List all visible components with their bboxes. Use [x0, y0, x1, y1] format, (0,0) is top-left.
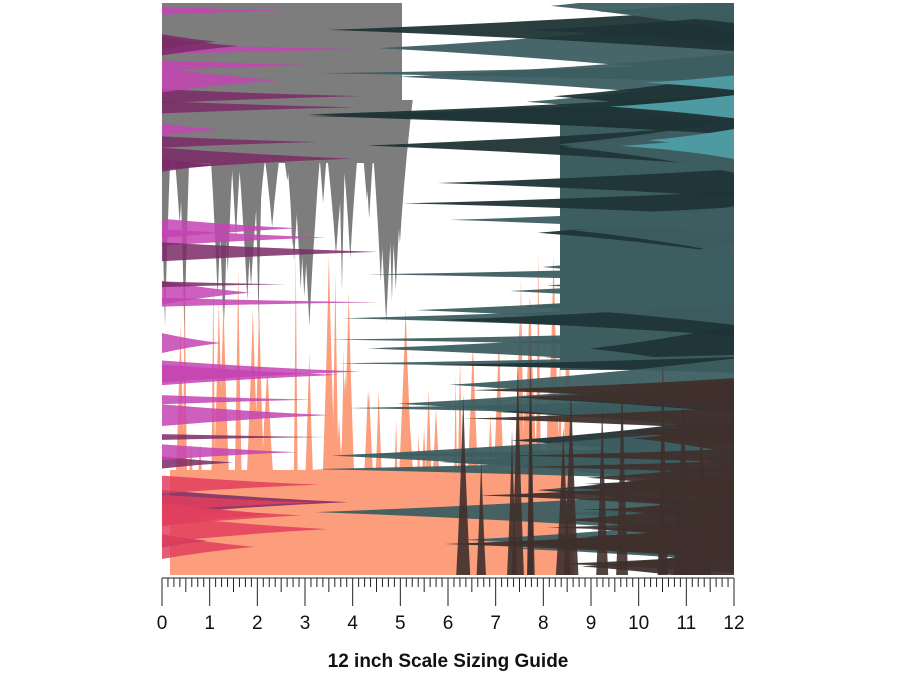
spike [241, 309, 264, 575]
spike [162, 6, 284, 15]
spike [162, 242, 378, 262]
ruler-label: 4 [347, 613, 358, 634]
spike [542, 244, 734, 290]
spike [318, 255, 339, 575]
spike [162, 147, 352, 170]
spike [162, 281, 287, 288]
spike [162, 280, 250, 305]
ruler-label: 5 [395, 613, 406, 634]
spike [162, 534, 254, 559]
spike [403, 191, 734, 216]
ruler-label: 11 [676, 613, 696, 634]
spike [609, 95, 734, 119]
spike [393, 307, 418, 575]
spike [598, 3, 734, 23]
ruler-label: 8 [538, 613, 549, 634]
spike [658, 423, 665, 575]
spike [638, 381, 734, 394]
spike [507, 429, 517, 575]
spike [437, 169, 734, 197]
spike [456, 394, 471, 575]
spike [476, 456, 486, 575]
spike [297, 100, 329, 203]
pattern [162, 3, 734, 575]
spike [162, 360, 361, 383]
spike [162, 297, 380, 307]
ruler-label: 6 [443, 613, 454, 634]
ruler-label: 1 [204, 613, 215, 634]
spike [691, 423, 712, 575]
spike [162, 34, 217, 50]
spike [162, 404, 329, 426]
spike [337, 100, 363, 259]
spike [162, 516, 328, 543]
spike [162, 395, 312, 405]
spike [162, 136, 318, 148]
ruler-label: 10 [628, 613, 649, 634]
spike [357, 391, 379, 575]
spike [415, 427, 433, 575]
spike [527, 337, 534, 575]
spike [555, 427, 571, 575]
spike [297, 470, 318, 575]
spike [319, 64, 734, 83]
ruler-label: 7 [490, 613, 501, 634]
spike [162, 456, 234, 469]
spike [673, 399, 693, 575]
spike [162, 123, 222, 136]
spike [596, 405, 609, 575]
spike [669, 141, 734, 159]
spike [525, 287, 734, 325]
ruler-label: 9 [586, 613, 597, 634]
ruler-label: 0 [157, 613, 168, 634]
caption: 12 inch Scale Sizing Guide [328, 651, 569, 672]
spike [338, 348, 349, 575]
spike [645, 75, 734, 91]
spike [292, 251, 299, 575]
spike [271, 100, 303, 181]
spike [162, 434, 328, 440]
spike [162, 333, 221, 354]
spike [162, 505, 302, 526]
ruler-label: 12 [723, 613, 744, 634]
spike [162, 475, 320, 494]
spike [162, 101, 356, 114]
spike [162, 60, 319, 70]
spike [307, 94, 734, 135]
spike [162, 444, 298, 460]
spike [162, 68, 279, 93]
ruler-label: 2 [252, 613, 263, 634]
spike [162, 494, 316, 511]
spike [449, 207, 734, 233]
spike [616, 375, 629, 575]
spike [425, 408, 447, 575]
spike [384, 100, 400, 302]
spike [162, 218, 299, 238]
spike [464, 407, 734, 430]
ruler-label: 3 [300, 613, 311, 634]
spike [530, 15, 734, 44]
spike [515, 383, 734, 412]
spike [578, 504, 734, 515]
ruler: 0 1 2 3 4 5 6 7 8 9 10 11 12 [157, 577, 745, 634]
spike [162, 89, 361, 104]
